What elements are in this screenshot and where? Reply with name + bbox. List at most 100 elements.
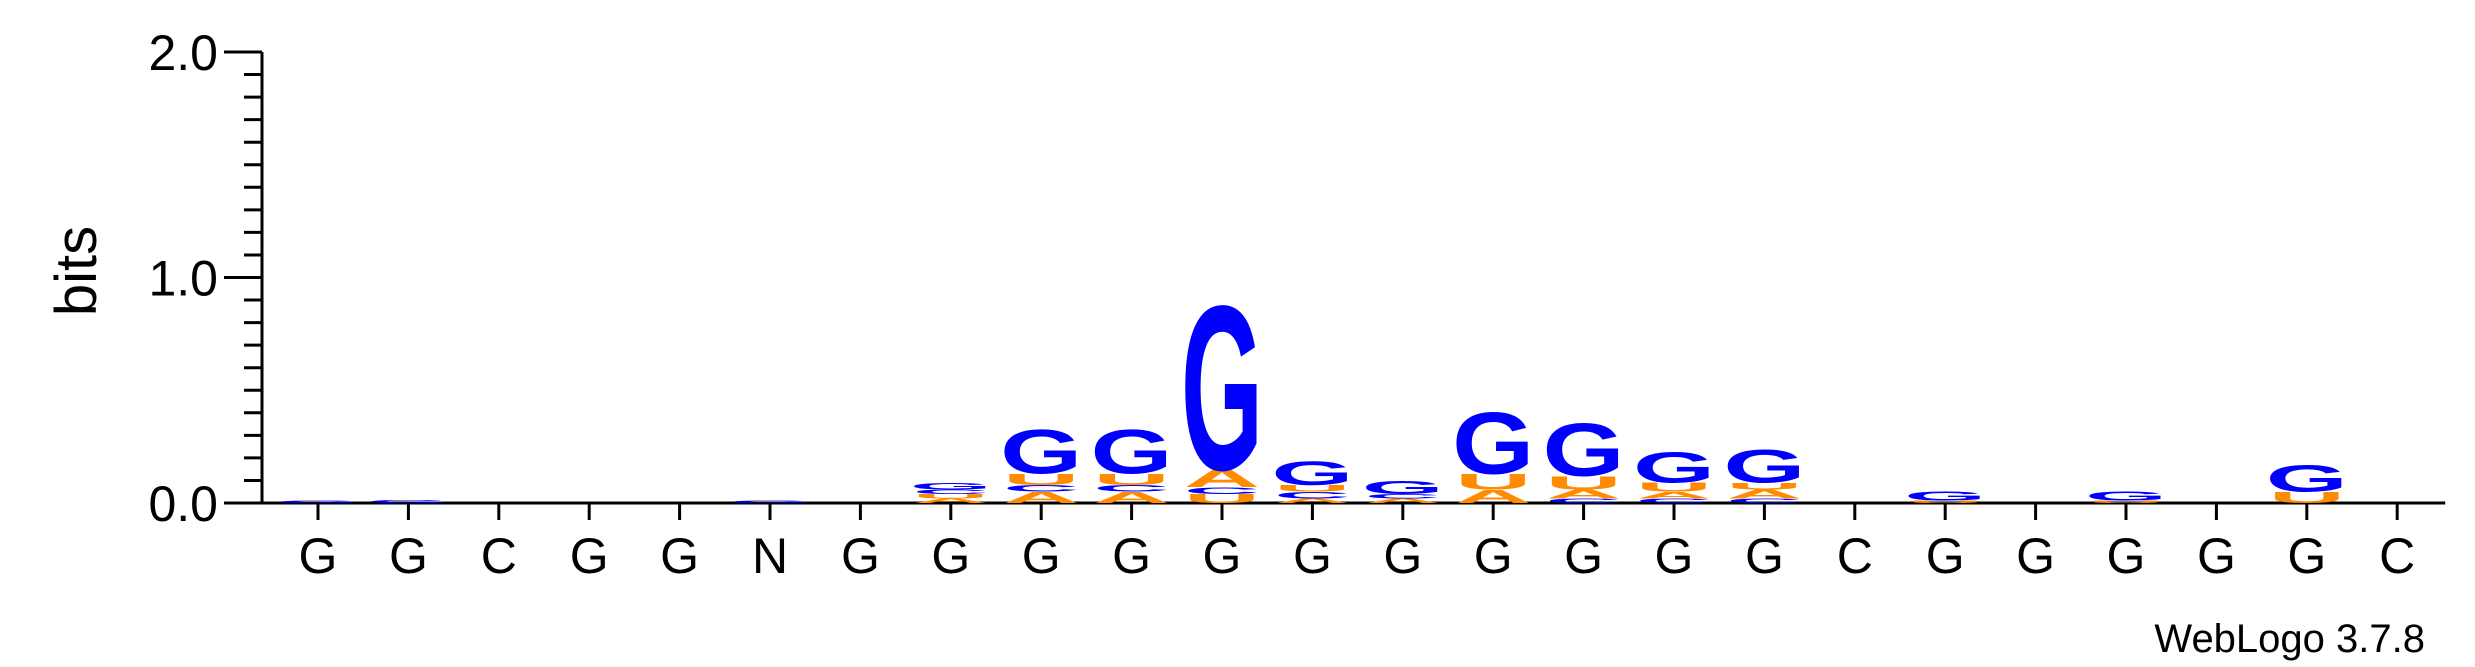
logo-letter-A: A xyxy=(1093,489,1169,506)
logo-letter-glyph: U xyxy=(1545,473,1621,494)
logo-letter-U: U xyxy=(1184,492,1260,506)
x-tick-label: G xyxy=(1564,528,1603,584)
logo-letter-glyph: A xyxy=(1003,489,1079,506)
x-tick-label: G xyxy=(1112,528,1151,584)
x-tick-label: G xyxy=(2197,528,2236,584)
logo-letter-glyph: G xyxy=(367,499,449,504)
x-tick-label: G xyxy=(2016,528,2055,584)
logo-letter-C: C xyxy=(1545,497,1621,504)
x-tick-label: G xyxy=(1203,528,1242,584)
x-tick-label: G xyxy=(299,528,338,584)
logo-letter-glyph: G xyxy=(1904,489,1986,503)
logo-letter-glyph: C xyxy=(1274,490,1350,501)
x-tick-label: C xyxy=(1837,528,1873,584)
logo-letter-glyph: A xyxy=(1274,497,1350,504)
x-tick-label: G xyxy=(2107,528,2146,584)
logo-letter-glyph: C xyxy=(1003,483,1079,494)
logo-letter-C: C xyxy=(1726,497,1802,504)
logo-letter-C: C xyxy=(1184,485,1260,496)
logo-letter-glyph: G xyxy=(1723,441,1805,493)
logo-letter-glyph: A xyxy=(1636,490,1712,501)
logo-letter-U: U xyxy=(1274,483,1350,494)
logo-letter-U: U xyxy=(2088,500,2164,504)
logo-letter-glyph: U xyxy=(2269,489,2345,506)
logo-letter-glyph: U xyxy=(1455,470,1531,494)
logo-letter-U: U xyxy=(1003,471,1079,488)
logo-letter-glyph: C xyxy=(1636,497,1712,504)
logo-letter-A: A xyxy=(913,497,989,504)
logo-letter-U: U xyxy=(1907,500,1983,504)
logo-letter-glyph: U xyxy=(1093,471,1169,488)
logo-letter-A: A xyxy=(1636,490,1712,501)
logo-letter-A: A xyxy=(1545,487,1621,501)
logo-letter-glyph: U xyxy=(1726,481,1802,492)
x-tick-label: G xyxy=(570,528,609,584)
logo-letter-glyph: C xyxy=(1545,497,1621,504)
y-tick-label: 1.0 xyxy=(148,251,218,307)
logo-letter-G: G xyxy=(1452,394,1534,493)
logo-letter-A: A xyxy=(1726,487,1802,501)
logo-letter-glyph: G xyxy=(1543,409,1625,493)
logo-letter-G: G xyxy=(1181,256,1263,519)
logo-letter-C: C xyxy=(1636,497,1712,504)
logo-letter-glyph: G xyxy=(910,481,992,492)
x-tick-label: G xyxy=(1293,528,1332,584)
x-tick-label: N xyxy=(752,528,788,584)
x-tick-label: G xyxy=(1655,528,1694,584)
logo-letter-G: G xyxy=(2085,489,2167,503)
y-axis: 0.0 1.0 2.0 xyxy=(148,25,264,532)
logo-letter-A: A xyxy=(1455,486,1531,507)
logo-letter-glyph: C xyxy=(913,488,989,495)
logo-letter-U: U xyxy=(1726,481,1802,492)
logo-letter-A: A xyxy=(1184,465,1260,493)
x-tick-label: G xyxy=(931,528,970,584)
logo-letter-G: G xyxy=(367,499,449,504)
weblogo-credit: WebLogo 3.7.8 xyxy=(2154,617,2425,661)
logo-letter-glyph: G xyxy=(277,500,359,504)
logo-letter-glyph: A xyxy=(1365,497,1441,504)
logo-letter-C: C xyxy=(1003,483,1079,494)
logo-letter-G: G xyxy=(910,481,992,492)
x-tick-label: C xyxy=(2379,528,2415,584)
logo-letter-C: C xyxy=(913,488,989,495)
logo-letter-A: A xyxy=(1365,497,1441,504)
logo-letter-G: G xyxy=(1904,489,1986,503)
logo-letter-glyph: A xyxy=(1184,465,1260,493)
logo-letter-G: G xyxy=(1362,477,1444,498)
logo-letter-C: C xyxy=(1093,483,1169,494)
logo-letter-G: G xyxy=(1091,417,1173,487)
logo-letter-glyph: A xyxy=(913,497,989,504)
logo-letter-glyph: G xyxy=(1633,444,1715,493)
logo-letter-glyph: C xyxy=(1093,483,1169,494)
x-tick-label: G xyxy=(1926,528,1965,584)
logo-letter-glyph: A xyxy=(1726,487,1802,501)
logo-letter-glyph: C xyxy=(1726,497,1802,504)
x-tick-label: G xyxy=(2287,528,2326,584)
logo-letter-A: A xyxy=(1003,489,1079,506)
logo-letter-glyph: A xyxy=(1093,489,1169,506)
logo-letter-G: G xyxy=(1000,417,1082,487)
logo-letter-glyph: G xyxy=(1362,477,1444,498)
y-axis-label: bits xyxy=(44,226,109,316)
logo-letter-glyph: C xyxy=(1365,493,1441,500)
logo-letter-G: G xyxy=(277,500,359,504)
logo-letter-glyph: G xyxy=(729,500,811,504)
logo-letter-glyph: U xyxy=(913,493,989,500)
logo-letter-glyph: G xyxy=(1000,417,1082,487)
logo-letter-G: G xyxy=(729,500,811,504)
logo-letter-glyph: G xyxy=(1271,454,1353,493)
logo-letter-U: U xyxy=(1545,473,1621,494)
y-tick-label: 0.0 xyxy=(148,476,218,532)
logo-letter-G: G xyxy=(1633,444,1715,493)
logo-letter-A: A xyxy=(1274,497,1350,504)
y-tick-label: 2.0 xyxy=(148,25,218,81)
x-tick-label: C xyxy=(481,528,517,584)
logo-letter-glyph: G xyxy=(2085,489,2167,503)
logo-letter-glyph: A xyxy=(1545,487,1621,501)
logo-letter-glyph: U xyxy=(2088,500,2164,504)
x-tick-label: G xyxy=(1745,528,1784,584)
x-tick-label: G xyxy=(389,528,428,584)
logo-letter-U: U xyxy=(913,493,989,500)
